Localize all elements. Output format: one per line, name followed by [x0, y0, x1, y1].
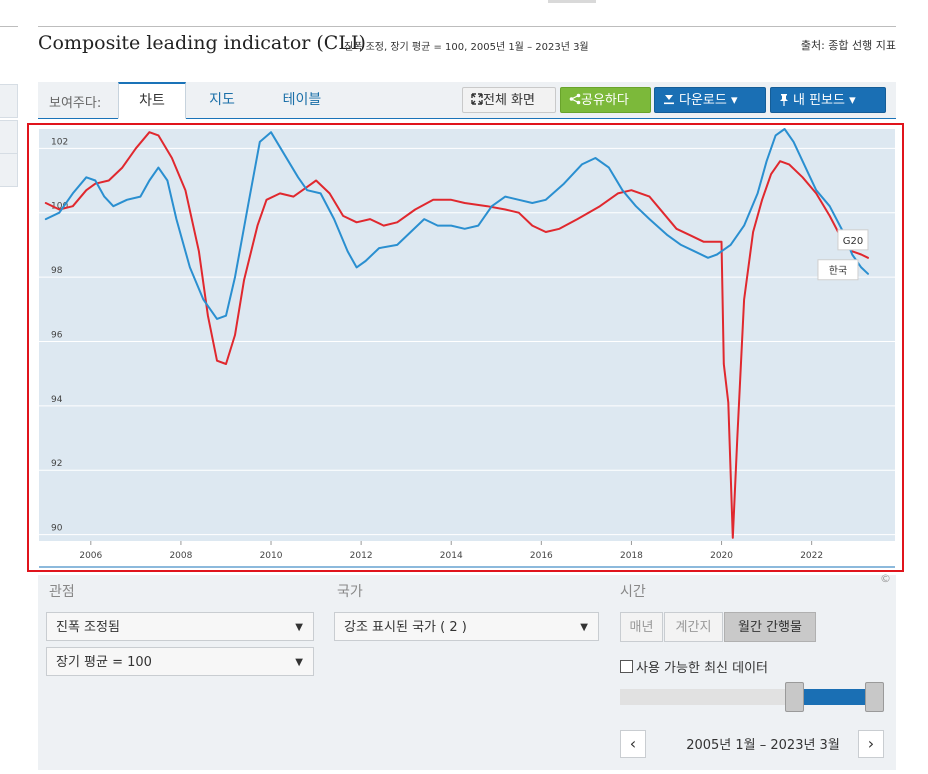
download-label: 다운로드 ▾ [679, 93, 738, 108]
x-tick-label: 2012 [350, 551, 373, 561]
x-tick-label: 2022 [800, 551, 823, 561]
pin-icon [780, 94, 788, 106]
latest-data-label: 사용 가능한 최신 데이터 [636, 661, 768, 676]
x-tick-label: 2020 [710, 551, 733, 561]
left-panel-divider [0, 26, 18, 27]
left-panel-item[interactable] [0, 153, 18, 187]
series-line-g20 [44, 128, 869, 320]
dropdown-arrow-icon: ▼ [580, 622, 588, 633]
controls-panel: 관점 진폭 조정됨 ▼ 장기 평균 = 100 ▼ 국가 강조 표시된 국가 (… [38, 575, 896, 770]
share-label: 공유하다 [581, 93, 629, 108]
share-icon [569, 93, 581, 105]
range-next-button[interactable]: › [858, 730, 884, 758]
pinboard-label: 내 핀보드 ▾ [793, 93, 856, 108]
perspective-select-1-value: 진폭 조정됨 [56, 620, 120, 635]
y-tick-label: 102 [51, 137, 68, 147]
x-tick-label: 2014 [440, 551, 463, 561]
series-label-korea-box [817, 259, 859, 281]
time-label: 시간 [620, 584, 646, 600]
time-option-annual[interactable]: 매년 [620, 612, 663, 642]
tab-map[interactable]: 지도 [209, 92, 235, 108]
expand-icon [471, 93, 483, 105]
left-panel-item[interactable] [0, 84, 18, 118]
tab-table[interactable]: 테이블 [282, 92, 322, 108]
time-slider-start-handle[interactable] [785, 682, 804, 712]
pinboard-button[interactable]: 내 핀보드 ▾ [770, 87, 886, 113]
source-label: 출처: 종합 선행 지표 [800, 39, 896, 52]
x-tick-label: 2006 [79, 551, 102, 561]
x-tick-label: 2016 [530, 551, 553, 561]
tab-chart[interactable]: 차트 [118, 82, 186, 119]
page-subtitle: 진폭 조정, 장기 평균 = 100, 2005년 1월 – 2023년 3월 [344, 42, 589, 53]
perspective-select-2[interactable]: 장기 평균 = 100 ▼ [46, 647, 314, 676]
y-tick-label: 94 [51, 395, 63, 405]
series-label-korea: 한국 [829, 265, 847, 277]
y-tick-label: 92 [51, 459, 62, 469]
copyright-symbol: © [880, 572, 891, 585]
header-divider [38, 26, 896, 27]
plot-background [39, 129, 895, 541]
time-range-text: 2005년 1월 – 2023년 3월 [686, 738, 840, 753]
country-select-value: 강조 표시된 국가 ( 2 ) [344, 620, 467, 635]
y-tick-label: 100 [51, 202, 68, 212]
country-select[interactable]: 강조 표시된 국가 ( 2 ) ▼ [334, 612, 599, 641]
page-title: Composite leading indicator (CLI) [38, 32, 366, 54]
x-tick-label: 2008 [169, 551, 192, 561]
country-label: 국가 [337, 584, 363, 600]
download-button[interactable]: 다운로드 ▾ [654, 87, 766, 113]
series-label-g20-box [837, 229, 869, 251]
fullscreen-button[interactable]: 전체 화면 [462, 87, 556, 113]
view-tabbar: 보여주다: 차트 지도 테이블 전체 화면 공유하다 다운로드 ▾ 내 핀보드 … [38, 82, 896, 119]
latest-data-checkbox[interactable]: 사용 가능한 최신 데이터 [620, 657, 768, 676]
x-tick-label: 2018 [620, 551, 643, 561]
checkbox-box[interactable] [620, 660, 633, 673]
y-tick-label: 90 [51, 524, 63, 534]
series-line-korea [44, 131, 869, 539]
dropdown-arrow-icon: ▼ [295, 657, 303, 668]
perspective-select-2-value: 장기 평균 = 100 [56, 655, 152, 670]
share-button[interactable]: 공유하다 [560, 87, 651, 113]
dropdown-arrow-icon: ▼ [295, 622, 303, 633]
left-panel-item[interactable] [0, 120, 18, 154]
fullscreen-label: 전체 화면 [483, 93, 535, 108]
perspective-select-1[interactable]: 진폭 조정됨 ▼ [46, 612, 314, 641]
top-divider-stub [548, 0, 596, 3]
y-tick-label: 98 [51, 266, 63, 276]
tab-prefix-label: 보여주다: [49, 96, 102, 111]
download-icon [664, 95, 674, 105]
range-prev-button[interactable]: ‹ [620, 730, 646, 758]
time-slider-end-handle[interactable] [865, 682, 884, 712]
perspective-label: 관점 [49, 584, 75, 600]
series-label-g20: G20 [843, 236, 863, 247]
time-option-monthly[interactable]: 월간 간행물 [724, 612, 816, 642]
time-option-quarterly[interactable]: 계간지 [664, 612, 723, 642]
time-slider-range [797, 689, 875, 705]
chart-highlight-frame: 90 92 94 96 98 100 102 2006 2008 2010 2012 2014 2016… [27, 123, 904, 572]
cli-line-chart: 90 92 94 96 98 100 102 2006 2008 2010 2012 2014 2016… [39, 128, 895, 568]
y-tick-label: 96 [51, 330, 63, 340]
chart-header: Composite leading indicator (CLI) 진폭 조정,… [38, 32, 896, 58]
x-tick-label: 2010 [260, 551, 283, 561]
